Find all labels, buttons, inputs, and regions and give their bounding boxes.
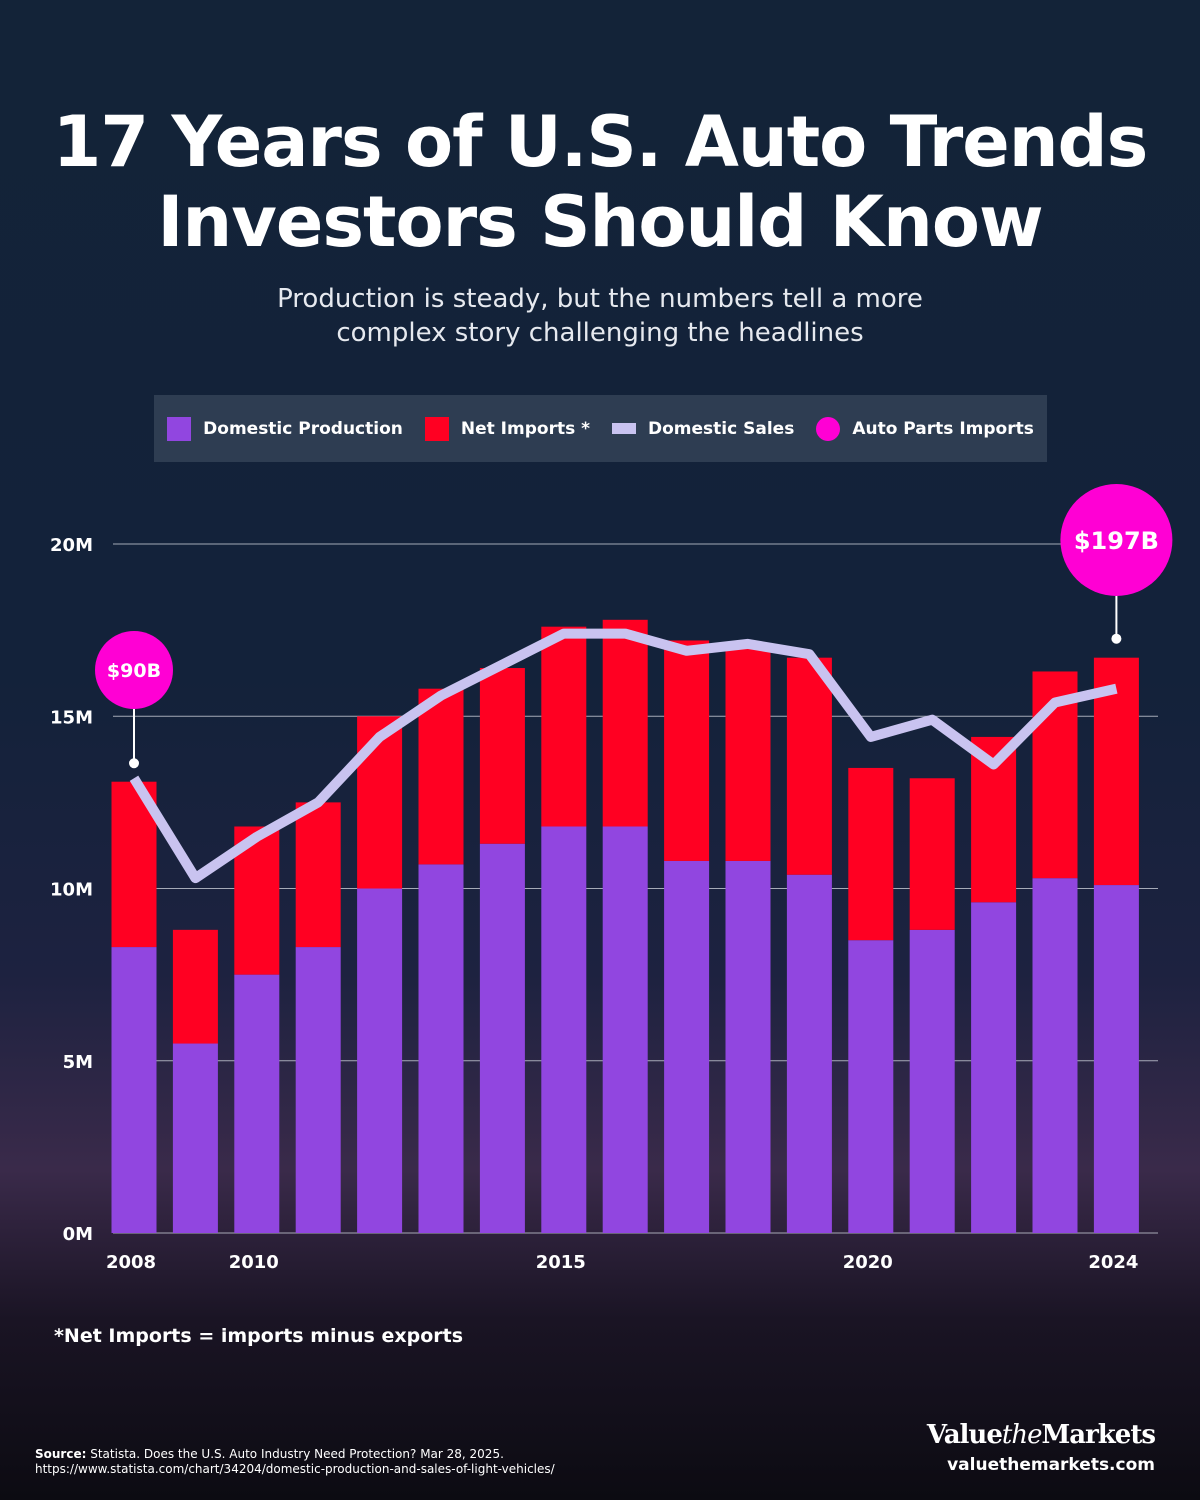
bar-domestic-production [111,947,157,1233]
x-tick-label: 2020 [843,1252,893,1273]
y-tick-label: 20M [50,535,93,556]
legend-swatch [612,423,637,434]
bar-net-imports [418,688,464,865]
auto-parts-label: $90B [107,660,161,682]
x-tick-label: 2008 [106,1252,156,1273]
source-text: Statista. Does the U.S. Auto Industry Ne… [90,1447,504,1461]
bar-net-imports [848,767,894,941]
x-tick-label: 2010 [229,1252,279,1273]
line-domestic-sales [129,628,1118,884]
x-tick-label: 2015 [536,1252,586,1273]
bar-domestic-production [725,860,771,1233]
legend-item-domestic-sales: Domestic Sales [612,419,794,439]
x-tick-label: 2024 [1088,1252,1138,1273]
subtitle: Production is steady, but the numbers te… [0,282,1200,350]
bar-net-imports [295,802,341,948]
legend-swatch [424,416,449,441]
annotation-dot [129,758,139,769]
bar-domestic-production [1032,878,1078,1233]
legend-label: Auto Parts Imports [852,418,1034,439]
brand-site: valuethemarkets.com [947,1455,1155,1475]
bar-net-imports [909,778,955,930]
source-label: Source: [35,1447,87,1461]
bar-domestic-production [602,826,648,1233]
page-title: 17 Years of U.S. Auto Trends Investors S… [0,102,1200,262]
bar-domestic-production [357,888,403,1233]
bar-domestic-production [1093,885,1139,1233]
legend-item-domestic-production: Domestic Production [167,416,403,441]
bar-domestic-production [234,974,280,1233]
footnote: *Net Imports = imports minus exports [54,1325,464,1347]
title-line-2: Investors Should Know [157,181,1043,263]
annotation-dot [1111,633,1122,644]
bar-domestic-production [971,902,1017,1233]
subtitle-line-2: complex story challenging the headlines [336,318,864,348]
bar-net-imports [541,626,587,827]
bar-domestic-production [909,929,955,1233]
source-link[interactable]: https://www.statista.com/chart/34204/dom… [35,1462,555,1476]
bar-domestic-production [418,864,464,1233]
y-tick-label: 0M [63,1224,93,1245]
legend: Domestic Production Net Imports * Domest… [154,395,1047,462]
bar-net-imports [786,657,832,875]
legend-item-net-imports: Net Imports * [424,416,591,441]
legend-label: Domestic Sales [648,418,795,439]
bar-domestic-production [664,860,710,1233]
brand-logo: ValuetheMarkets [926,1420,1156,1450]
subtitle-line-1: Production is steady, but the numbers te… [277,284,923,314]
legend-swatch [167,416,192,441]
bar-net-imports [479,668,525,844]
bar-domestic-production [295,947,341,1233]
legend-label: Net Imports * [460,418,591,439]
bar-domestic-production [541,826,587,1233]
source: Source: Statista. Does the U.S. Auto Ind… [35,1447,555,1477]
bar-net-imports [172,929,218,1044]
auto-parts-bubble [1060,484,1173,596]
title-line-1: 17 Years of U.S. Auto Trends [52,101,1149,183]
y-tick-label: 15M [50,707,93,728]
bar-net-imports [602,619,648,827]
legend-swatch [816,416,841,441]
legend-label: Domestic Production [203,418,403,439]
bar-net-imports [664,640,710,861]
bar-domestic-production [786,874,832,1233]
bar-net-imports [725,647,771,861]
bar-domestic-production [479,843,525,1233]
bar-domestic-production [172,1043,218,1233]
auto-parts-label: $197B [1074,527,1159,555]
y-tick-label: 10M [50,880,93,901]
y-tick-label: 5M [63,1052,93,1073]
auto-parts-bubble [95,631,173,709]
legend-item-auto-parts-imports: Auto Parts Imports [816,416,1034,441]
bar-net-imports [357,716,403,889]
bar-domestic-production [848,940,894,1233]
